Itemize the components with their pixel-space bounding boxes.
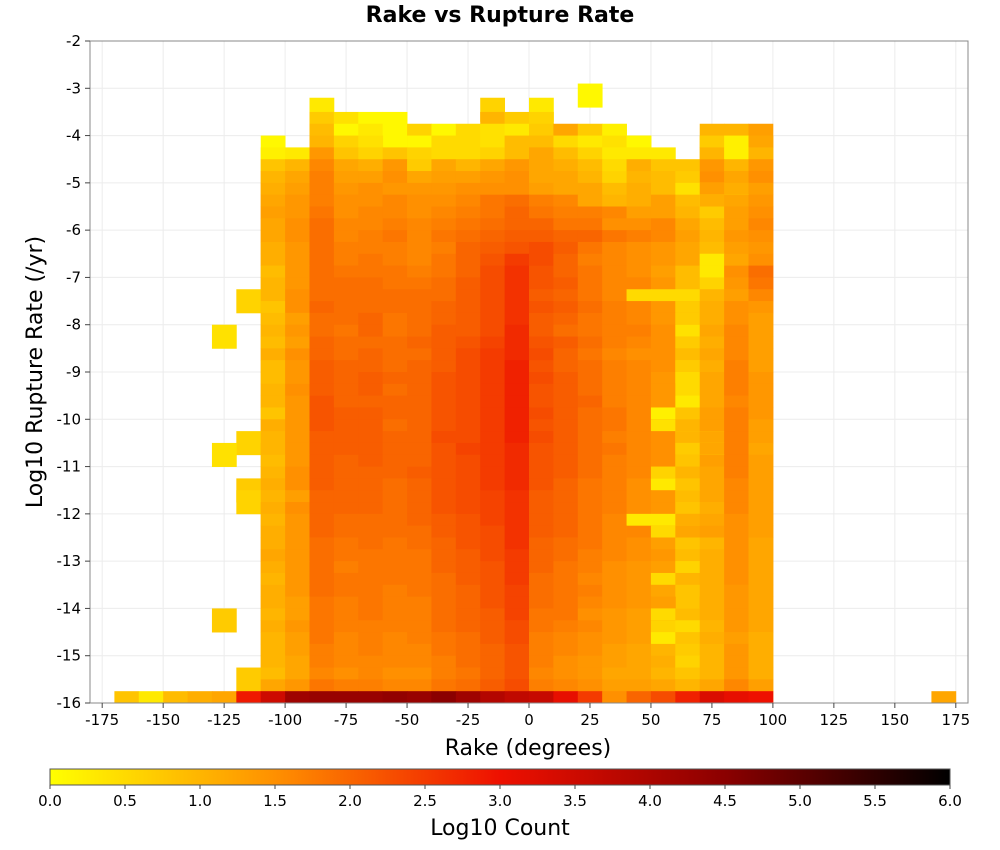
heatmap-cell [931,691,957,704]
x-tick-label: -100 [268,711,302,729]
chart-title: Rake vs Rupture Rate [366,3,635,28]
heatmap-cell [529,691,554,704]
heatmap-cell [650,691,676,704]
x-tick-label: 75 [702,711,721,729]
colorbar-tick-label: 6.0 [938,792,962,810]
colorbar-ticks: 0.0 0.5 1.0 1.5 2.0 2.5 3.0 3.5 4.0 4.5 5.0 5.5 6.0 [38,785,962,810]
heatmap-cell [358,691,384,704]
x-tick-label: -75 [334,711,359,729]
colorbar-tick-label: 1.0 [188,792,212,810]
heatmap-cell [748,691,774,704]
colorbar-tick-label: 2.0 [338,792,362,810]
y-tick-label: -13 [57,552,82,570]
colorbar-tick-label: 2.5 [413,792,437,810]
y-tick-label: -2 [66,32,81,50]
colorbar-tick-label: 3.5 [563,792,587,810]
heatmap-cell [675,691,701,704]
x-tick-label: -175 [85,711,119,729]
heatmap-cell [309,691,335,704]
y-tick-label: -12 [57,505,82,523]
heatmap-cell [602,691,627,704]
y-tick-label: -10 [57,410,82,428]
y-axis-ticks: -2 -3 -4 -5 -6 -7 -8 -9 -10 -11 -12 -13 -14 -15 -16 [57,32,90,712]
heatmap-cell [260,691,286,704]
x-tick-label: -125 [207,711,241,729]
heatmap-cell [236,431,262,456]
colorbar-tick-label: 3.0 [488,792,512,810]
colorbar-tick-label: 0.0 [38,792,62,810]
y-tick-label: -15 [57,647,82,665]
heatmap-cell [699,691,725,704]
heatmap-cell [138,691,164,704]
y-tick-label: -5 [66,174,81,192]
heatmap-cell [187,691,213,704]
colorbar-tick-label: 5.5 [863,792,887,810]
y-tick-label: -6 [66,221,81,239]
x-tick-label: -50 [395,711,420,729]
heatmap-cell [431,691,457,704]
y-tick-label: -7 [66,268,81,286]
y-tick-label: -16 [57,694,82,712]
heatmap-cell [455,691,481,704]
y-tick-label: -3 [66,79,81,97]
x-tick-label: 50 [641,711,660,729]
y-tick-label: -14 [57,599,82,617]
x-tick-label: 150 [881,711,910,729]
heatmap-cell [236,490,262,515]
heatmap-cell [675,584,701,609]
heatmap-cell [211,608,237,633]
colorbar-tick-label: 4.5 [713,792,737,810]
x-tick-label: 0 [524,711,534,729]
x-tick-label: -25 [456,711,481,729]
heatmap-cell [577,691,603,704]
colorbar-tick-label: 4.0 [638,792,662,810]
heatmap-cell [236,289,262,314]
x-tick-label: 175 [941,711,970,729]
colorbar-label: Log10 Count [430,816,570,841]
y-tick-label: -11 [57,458,82,476]
heatmap-cell [382,691,408,704]
heatmap-cell [553,691,579,704]
heatmap-cell [504,691,530,704]
colorbar-tick-label: 5.0 [788,792,812,810]
x-tick-label: 25 [580,711,599,729]
heatmap-cell [333,691,359,704]
heatmap-cell [407,691,432,704]
heatmap-cell [626,691,652,704]
x-tick-label: 125 [820,711,849,729]
heatmap-cell [211,442,237,467]
heatmap-cell [163,691,188,704]
heatmap-cell [211,691,237,704]
x-tick-label: 100 [759,711,788,729]
y-tick-label: -9 [66,363,81,381]
y-tick-label: -8 [66,316,81,334]
colorbar-tick-label: 1.5 [263,792,287,810]
heatmap-cell [236,691,262,704]
heatmap-cell [480,691,506,704]
x-axis-label: Rake (degrees) [445,736,612,761]
heatmap-cell [236,667,262,692]
heatmap-cell [382,123,408,148]
y-tick-label: -4 [66,127,81,145]
heatmap-cell [285,691,310,704]
heatmap-cell [577,83,603,108]
heatmap-cell [211,324,237,349]
colorbar-tick-label: 0.5 [113,792,137,810]
heatmap-cells [114,83,957,704]
x-axis-ticks: -175 -150 -125 -100 -75 -50 -25 0 25 50 75 100 125 15… [85,703,970,729]
y-axis-label: Log10 Rupture Rate (/yr) [23,236,48,508]
colorbar [49,768,951,786]
heatmap-cell [114,691,140,704]
x-tick-label: -150 [146,711,180,729]
heatmap-cell [724,691,749,704]
